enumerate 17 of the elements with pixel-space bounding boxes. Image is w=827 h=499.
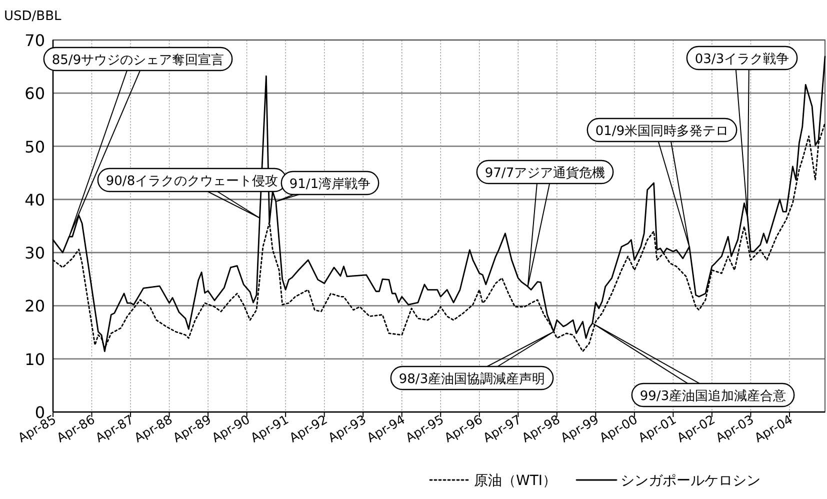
annotation: 85/9サウジのシェア奪回宣言 — [52, 52, 224, 68]
annotation: 99/3産油国追加減産合意 — [640, 388, 786, 404]
y-tick-label: 30 — [24, 244, 45, 263]
y-tick-label: 40 — [24, 190, 45, 210]
y-tick-label: 50 — [24, 137, 45, 156]
annotation: 91/1湾岸戦争 — [289, 176, 371, 192]
y-tick-label: 70 — [24, 31, 45, 50]
y-tick-label: 20 — [24, 296, 45, 316]
y-tick-label: 10 — [24, 350, 45, 369]
legend-label: 原油（WTI） — [474, 473, 557, 489]
annotation: 03/3イラク戦争 — [694, 52, 790, 67]
annotation: 01/9米国同時多発テロ — [595, 124, 729, 139]
y-tick-label: 60 — [24, 84, 45, 104]
legend-label: シンガポールケロシン — [620, 473, 761, 489]
annotation: 98/3産油国協調減産声明 — [398, 371, 546, 387]
annotation: 97/7アジア通貨危機 — [484, 166, 606, 181]
y-axis-title: USD/BBL — [4, 9, 62, 24]
